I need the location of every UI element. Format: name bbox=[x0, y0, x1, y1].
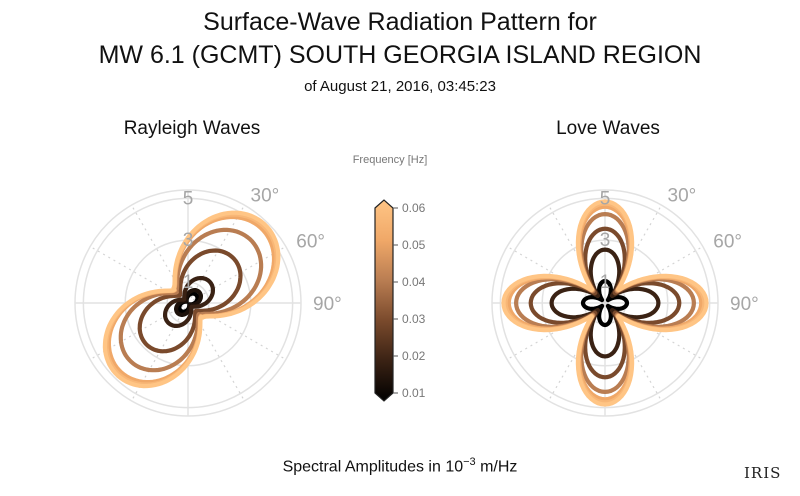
colorbar-tick-label: 0.04 bbox=[402, 275, 426, 289]
x-axis-label-exponent: −3 bbox=[463, 456, 476, 468]
r-tick-label: 5 bbox=[183, 188, 194, 209]
r-tick-label: 1 bbox=[183, 272, 194, 293]
theta-tick-label: 60° bbox=[713, 232, 742, 253]
pattern-line-1 bbox=[549, 247, 661, 359]
x-axis-label-suffix: m/Hz bbox=[475, 458, 518, 476]
theta-tick-label: 90° bbox=[730, 294, 759, 315]
love-subtitle: Love Waves bbox=[556, 118, 660, 139]
rayleigh-polar-plot: 1 3 5 30° 60° 90° bbox=[74, 186, 342, 417]
r-tick-label: 5 bbox=[600, 188, 611, 209]
colorbar-label: Frequency [Hz] bbox=[352, 154, 428, 166]
colorbar-bar bbox=[374, 199, 394, 402]
r-tick-label: 3 bbox=[600, 230, 611, 251]
theta-tick-label: 60° bbox=[296, 232, 325, 253]
polar-spoke bbox=[89, 302, 189, 361]
theta-tick-label: 90° bbox=[313, 294, 342, 315]
rayleigh-subtitle: Rayleigh Waves bbox=[123, 118, 261, 139]
love-polar-plot: 1 3 5 30° 60° 90° bbox=[491, 186, 759, 417]
pattern-line-2 bbox=[163, 276, 215, 328]
pattern-line-0 bbox=[580, 278, 630, 328]
title-line-2: MW 6.1 (GCMT) SOUTH GEORGIA ISLAND REGIO… bbox=[98, 41, 702, 69]
r-tick-label: 3 bbox=[183, 230, 194, 251]
colorbar-tick-label: 0.06 bbox=[402, 201, 426, 215]
colorbar-tick-label: 0.03 bbox=[402, 312, 426, 326]
title-line-3: of August 21, 2016, 03:45:23 bbox=[304, 78, 496, 95]
polar-spoke bbox=[187, 204, 246, 304]
colorbar-tick-label: 0.01 bbox=[402, 386, 426, 400]
pattern-line-7 bbox=[102, 210, 281, 389]
theta-tick-label: 30° bbox=[251, 186, 280, 207]
polar-spoke bbox=[187, 245, 287, 304]
x-axis-label: Spectral Amplitudes in 10−3 m/Hz bbox=[0, 456, 800, 476]
iris-logo: IRIS bbox=[744, 464, 782, 482]
x-axis-label-prefix: Spectral Amplitudes in 10 bbox=[282, 458, 464, 476]
colorbar-tick-label: 0.02 bbox=[402, 349, 426, 363]
title-line-1: Surface-Wave Radiation Pattern for bbox=[203, 8, 597, 36]
colorbar-tick-label: 0.05 bbox=[402, 238, 426, 252]
theta-tick-label: 30° bbox=[668, 186, 697, 207]
r-tick-label: 1 bbox=[600, 272, 611, 293]
pattern-line-6 bbox=[501, 199, 709, 407]
colorbar: 0.01 0.02 0.03 0.04 0.05 0.06 bbox=[374, 199, 426, 402]
pattern-line-3 bbox=[137, 248, 243, 354]
polar-spoke bbox=[130, 302, 189, 402]
